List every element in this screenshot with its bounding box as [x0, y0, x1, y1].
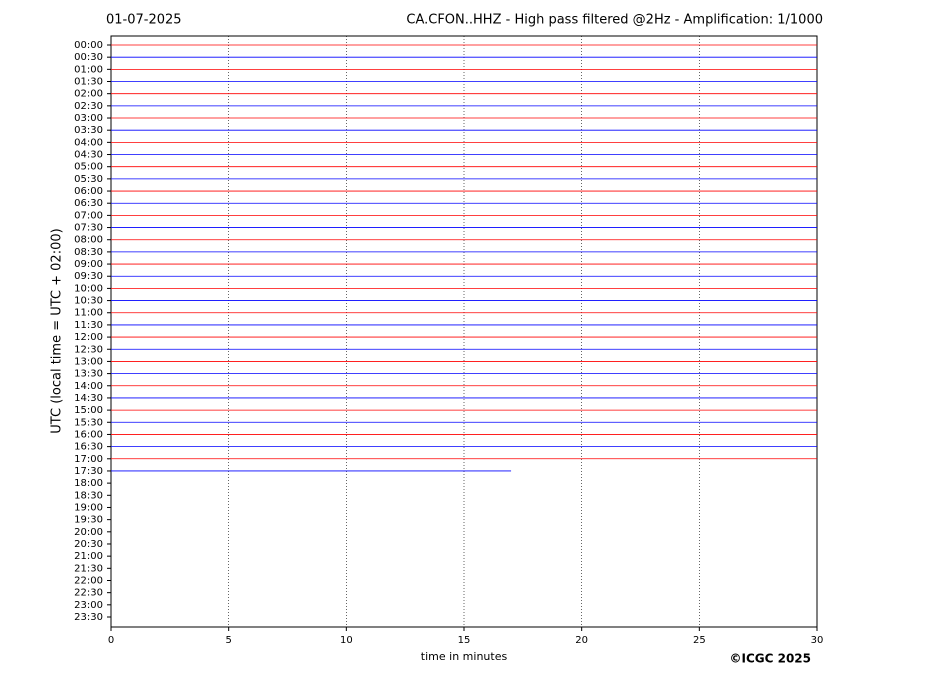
- y-tick-label: 10:00: [74, 283, 103, 294]
- y-tick-label: 05:00: [74, 162, 103, 173]
- y-tick-label: 10:30: [74, 296, 103, 307]
- y-tick-label: 20:00: [74, 527, 103, 538]
- y-tick-label: 07:00: [74, 210, 103, 221]
- y-tick-label: 19:00: [74, 502, 103, 513]
- y-tick-label: 06:30: [74, 198, 103, 209]
- y-axis-label: UTC (local time = UTC + 02:00): [50, 228, 65, 433]
- y-tick-label: 02:30: [74, 101, 103, 112]
- y-tick-label: 07:30: [74, 223, 103, 234]
- y-tick-label: 16:00: [74, 429, 103, 440]
- y-tick-label: 21:30: [74, 563, 103, 574]
- y-tick-label: 03:30: [74, 125, 103, 136]
- y-tick-label: 12:30: [74, 344, 103, 355]
- credit: ©ICGC 2025: [729, 652, 811, 666]
- x-axis-label: time in minutes: [421, 650, 508, 663]
- y-tick-label: 02:00: [74, 89, 103, 100]
- y-tick-label: 12:00: [74, 332, 103, 343]
- y-tick-label: 17:30: [74, 466, 103, 477]
- x-tick-label: 5: [225, 635, 231, 646]
- y-tick-label: 18:00: [74, 478, 103, 489]
- y-tick-label: 15:00: [74, 405, 103, 416]
- y-tick-label: 22:00: [74, 575, 103, 586]
- y-tick-label: 01:00: [74, 64, 103, 75]
- y-tick-label: 18:30: [74, 490, 103, 501]
- x-tick-label: 30: [811, 635, 824, 646]
- x-tick-label: 0: [108, 635, 114, 646]
- y-tick-label: 08:00: [74, 235, 103, 246]
- y-tick-label: 20:30: [74, 539, 103, 550]
- y-tick-label: 01:30: [74, 77, 103, 88]
- plot-frame: [110, 35, 818, 628]
- y-tick-label: 23:00: [74, 600, 103, 611]
- y-tick-label: 06:00: [74, 186, 103, 197]
- y-tick-label: 00:30: [74, 52, 103, 63]
- y-tick-label: 14:00: [74, 381, 103, 392]
- y-tick-label: 23:30: [74, 612, 103, 623]
- y-tick-label: 11:30: [74, 320, 103, 331]
- y-tick-label: 13:00: [74, 356, 103, 367]
- y-tick-label: 13:30: [74, 369, 103, 380]
- y-tick-label: 09:30: [74, 271, 103, 282]
- y-tick-label: 09:00: [74, 259, 103, 270]
- y-tick-label: 15:30: [74, 417, 103, 428]
- y-tick-label: 00:00: [74, 40, 103, 51]
- y-tick-label: 19:30: [74, 515, 103, 526]
- x-tick-label: 10: [340, 635, 353, 646]
- y-tick-label: 05:30: [74, 174, 103, 185]
- chart-title: CA.CFON..HHZ - High pass filtered @2Hz -…: [406, 13, 823, 28]
- x-tick-label: 15: [458, 635, 471, 646]
- y-tick-label: 11:00: [74, 308, 103, 319]
- y-tick-label: 14:30: [74, 393, 103, 404]
- y-tick-label: 21:00: [74, 551, 103, 562]
- y-tick-label: 16:30: [74, 442, 103, 453]
- y-tick-label: 03:00: [74, 113, 103, 124]
- date: 01-07-2025: [106, 13, 182, 28]
- y-tick-label: 22:30: [74, 588, 103, 599]
- y-tick-label: 04:00: [74, 137, 103, 148]
- y-tick-label: 04:30: [74, 150, 103, 161]
- x-tick-label: 25: [693, 635, 706, 646]
- y-tick-label: 08:30: [74, 247, 103, 258]
- y-tick-label: 17:00: [74, 454, 103, 465]
- x-tick-label: 20: [575, 635, 588, 646]
